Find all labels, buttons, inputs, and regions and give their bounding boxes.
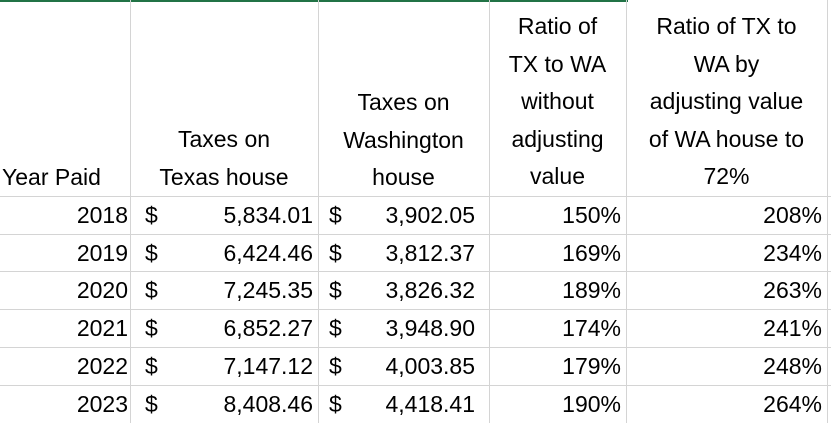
header-year-label: Year Paid: [2, 164, 101, 190]
cell-wa-taxes[interactable]: 4,003.85: [385, 353, 475, 379]
cell-year[interactable]: 2018: [76, 202, 128, 228]
cell-tx-currency-symbol: $: [145, 353, 158, 379]
cell-ratio[interactable]: 190%: [562, 391, 621, 417]
cell-wa-currency-symbol: $: [329, 315, 342, 341]
cell-year[interactable]: 2020: [76, 277, 128, 303]
row-border: [0, 234, 831, 235]
selected-cell-border: [0, 0, 628, 2]
header-ratio-unadjusted-line1: Ratio of: [517, 13, 598, 39]
row-border: [0, 347, 831, 348]
header-year-paid[interactable]: Year Paid: [2, 159, 130, 197]
cell-ratio[interactable]: 150%: [562, 202, 621, 228]
cell-tx-taxes[interactable]: 6,424.46: [223, 240, 313, 266]
cell-wa-taxes[interactable]: 3,812.37: [385, 240, 475, 266]
header-ratio-adjusted-line5: 72%: [703, 163, 750, 190]
row-border: [0, 196, 831, 197]
row-border: [0, 309, 831, 310]
cell-wa-currency-symbol: $: [329, 391, 342, 417]
header-ratio-adjusted-line4: of WA house to: [648, 125, 805, 152]
cell-tx-currency-symbol: $: [145, 202, 158, 228]
header-ratio-unadjusted[interactable]: Ratio of TX to WA without adjusting valu…: [489, 8, 626, 196]
header-taxes-washington-line1: Taxes on: [357, 89, 450, 115]
cell-tx-currency-symbol: $: [145, 277, 158, 303]
cell-wa-currency-symbol: $: [329, 202, 342, 228]
column-border: [827, 0, 828, 423]
cell-ratio[interactable]: 179%: [562, 353, 621, 379]
cell-tx-currency-symbol: $: [145, 315, 158, 341]
header-taxes-texas[interactable]: Taxes on Texas house: [130, 121, 318, 196]
cell-tx-currency-symbol: $: [145, 240, 158, 266]
header-ratio-unadjusted-line5: value: [530, 163, 585, 190]
cell-wa-taxes[interactable]: 3,826.32: [385, 277, 475, 303]
cell-tx-taxes[interactable]: 7,245.35: [223, 277, 313, 303]
header-ratio-unadjusted-line4: adjusting: [511, 125, 604, 152]
header-taxes-washington-line3: house: [372, 164, 435, 191]
cell-tx-taxes[interactable]: 8,408.46: [223, 391, 313, 417]
cell-wa-taxes[interactable]: 3,948.90: [385, 315, 475, 341]
cell-ratio[interactable]: 189%: [562, 277, 621, 303]
header-ratio-adjusted-line1: Ratio of TX to: [656, 13, 797, 39]
header-ratio-unadjusted-line2: TX to WA: [508, 50, 607, 77]
cell-year[interactable]: 2022: [76, 353, 128, 379]
header-ratio-adjusted-line3: adjusting value: [649, 88, 804, 115]
cell-wa-currency-symbol: $: [329, 240, 342, 266]
cell-ratio-adjusted[interactable]: 241%: [763, 315, 822, 341]
cell-year[interactable]: 2023: [76, 391, 128, 417]
cell-ratio-adjusted[interactable]: 208%: [763, 202, 822, 228]
cell-wa-taxes[interactable]: 4,418.41: [385, 391, 475, 417]
header-taxes-washington[interactable]: Taxes on Washington house: [318, 84, 489, 197]
row-border: [0, 385, 831, 386]
cell-ratio-adjusted[interactable]: 234%: [763, 240, 822, 266]
header-taxes-washington-line2: Washington: [343, 126, 464, 153]
cell-tx-taxes[interactable]: 5,834.01: [223, 202, 313, 228]
header-ratio-adjusted[interactable]: Ratio of TX to WA by adjusting value of …: [626, 8, 827, 196]
column-border: [489, 0, 490, 423]
header-taxes-texas-line1: Taxes on: [177, 126, 271, 152]
column-border: [130, 0, 131, 423]
cell-tx-taxes[interactable]: 6,852.27: [223, 315, 313, 341]
row-border: [0, 271, 831, 272]
column-border: [318, 0, 319, 423]
cell-wa-currency-symbol: $: [329, 277, 342, 303]
cell-ratio-adjusted[interactable]: 264%: [763, 391, 822, 417]
header-ratio-adjusted-line2: WA by: [693, 50, 760, 77]
cell-ratio[interactable]: 169%: [562, 240, 621, 266]
header-ratio-unadjusted-line3: without: [521, 88, 594, 115]
cell-year[interactable]: 2019: [76, 240, 128, 266]
header-taxes-texas-line2: Texas house: [159, 163, 289, 190]
cell-ratio-adjusted[interactable]: 263%: [763, 277, 822, 303]
cell-wa-currency-symbol: $: [329, 353, 342, 379]
column-border: [626, 0, 627, 423]
cell-tx-currency-symbol: $: [145, 391, 158, 417]
cell-ratio[interactable]: 174%: [562, 315, 621, 341]
cell-ratio-adjusted[interactable]: 248%: [763, 353, 822, 379]
cell-tx-taxes[interactable]: 7,147.12: [223, 353, 313, 379]
cell-year[interactable]: 2021: [76, 315, 128, 341]
cell-wa-taxes[interactable]: 3,902.05: [385, 202, 475, 228]
